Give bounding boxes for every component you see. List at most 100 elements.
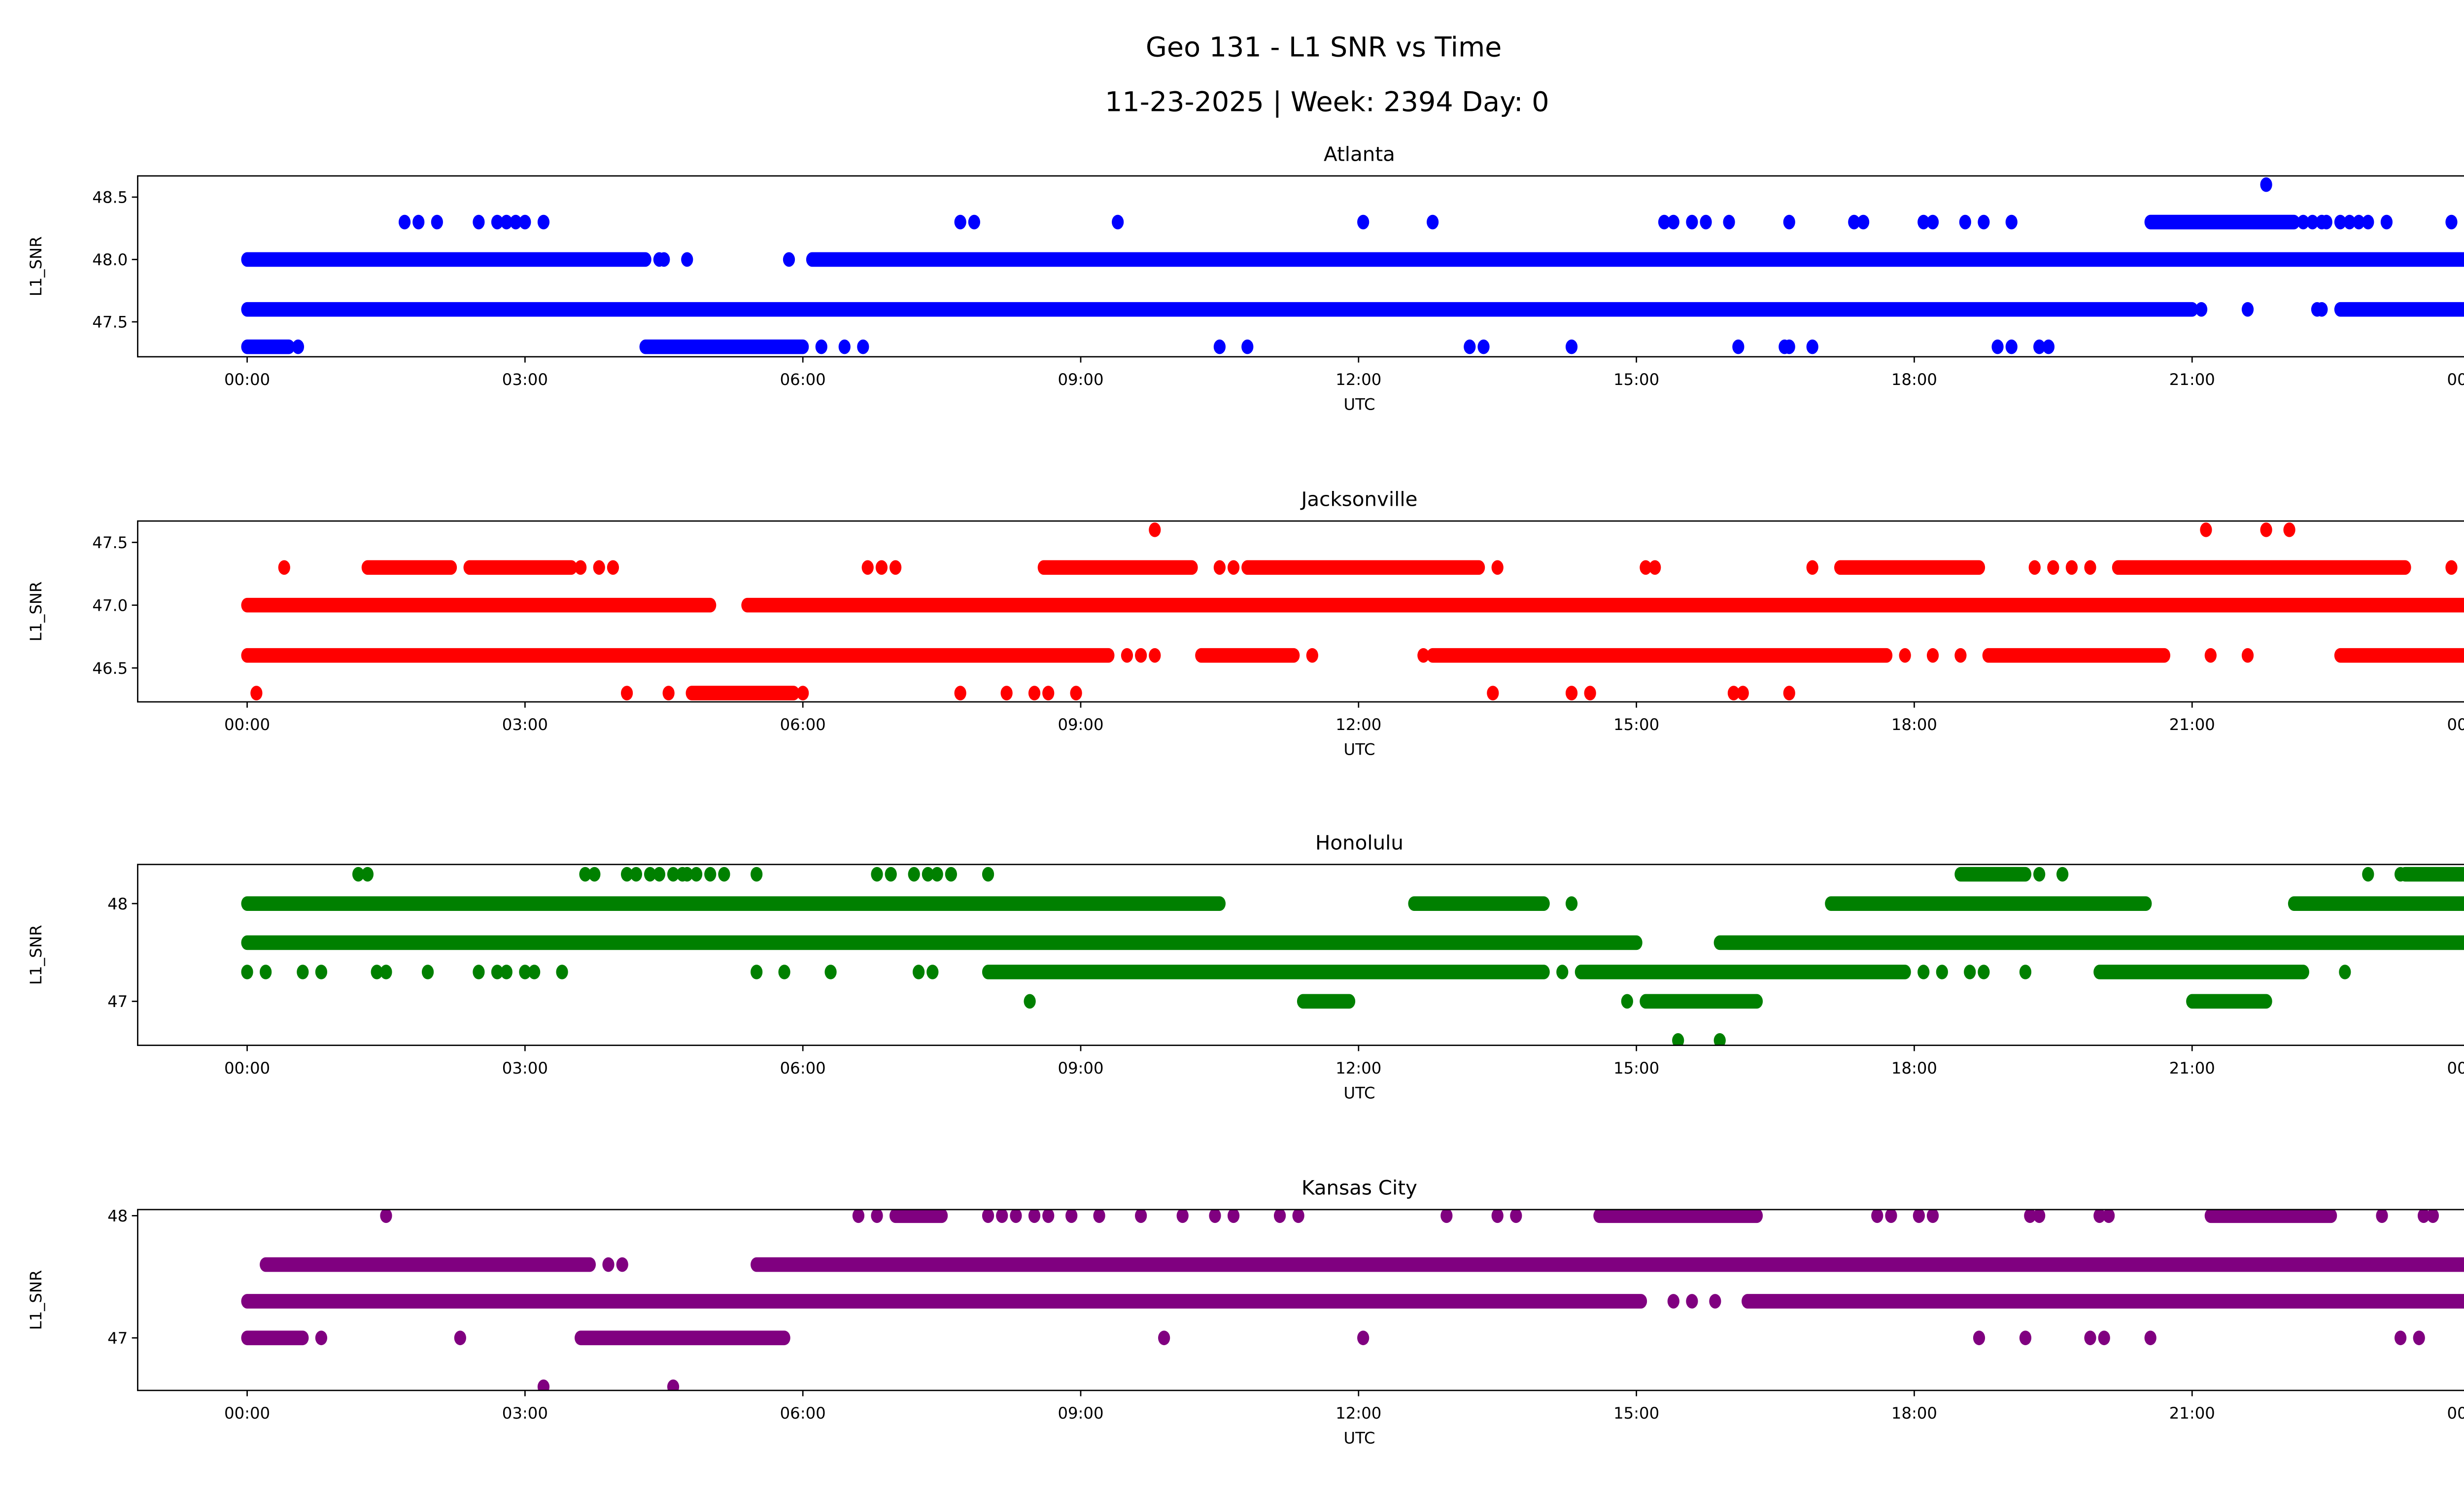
data-point	[1565, 686, 1578, 700]
data-point	[620, 867, 633, 882]
data-point	[2395, 867, 2407, 882]
data-point-run	[2399, 867, 2464, 882]
x-tick-label: 15:00	[1613, 370, 1659, 389]
data-point	[1686, 214, 1698, 230]
data-point	[797, 686, 809, 700]
data-point	[630, 867, 643, 882]
data-point	[1357, 1330, 1369, 1346]
data-point-run	[2112, 560, 2411, 575]
data-point-run	[260, 1257, 596, 1272]
data-point	[1227, 560, 1240, 575]
axes-frame	[137, 520, 2464, 703]
data-point	[1135, 648, 1147, 663]
data-point	[954, 686, 966, 700]
data-point	[421, 965, 434, 979]
data-point	[954, 214, 966, 230]
y-axis-label: L1_SNR	[27, 1270, 45, 1330]
x-tick-label: 18:00	[1891, 370, 1937, 389]
x-tick-label: 09:00	[1058, 370, 1103, 389]
scatter-series	[241, 867, 2464, 1045]
data-point	[380, 1209, 392, 1223]
data-point	[315, 1330, 328, 1346]
data-point	[491, 214, 504, 230]
data-point	[2260, 177, 2272, 192]
data-point-run	[1834, 560, 1985, 575]
x-tick-label: 15:00	[1613, 715, 1659, 734]
y-tick-label: 46.5	[92, 659, 128, 678]
data-point	[537, 1379, 550, 1391]
data-point	[2028, 560, 2041, 575]
data-point-run	[2204, 1209, 2337, 1223]
data-point	[1917, 965, 1930, 979]
data-point-run	[806, 252, 2464, 267]
panel-kansas-city: Kansas City 47 48 00:00 03:00 06:00 09:00 12:00…	[27, 1177, 2464, 1448]
data-point	[519, 214, 531, 230]
x-tick-label: 12:00	[1335, 370, 1381, 389]
data-point	[1658, 214, 1671, 230]
data-point-run	[241, 597, 717, 613]
y-tick-label: 48	[107, 1207, 128, 1225]
data-point	[1213, 339, 1226, 354]
data-point	[885, 867, 897, 882]
data-point-run	[1195, 648, 1300, 663]
figure-subtitle: 11-23-2025 | Week: 2394 Day: 0	[1105, 86, 1549, 118]
data-point-run	[751, 1257, 2464, 1272]
data-point-run	[1954, 867, 2032, 882]
data-point	[431, 214, 443, 230]
data-point-run	[1593, 1209, 1763, 1223]
data-point	[2445, 214, 2458, 230]
data-point	[537, 214, 550, 230]
data-point	[602, 1257, 615, 1272]
data-point	[1959, 214, 1971, 230]
data-point	[2343, 214, 2356, 230]
data-point-run	[241, 1294, 1647, 1309]
data-point	[292, 339, 305, 354]
y-tick-label: 47.0	[92, 596, 128, 615]
data-point-run	[1408, 896, 1550, 911]
data-point	[2005, 339, 2018, 354]
x-tick-label: 03:00	[502, 715, 548, 734]
data-point	[1417, 648, 1430, 663]
data-point-run	[2144, 214, 2300, 230]
x-tick-label: 00:00	[224, 1404, 270, 1423]
data-point	[931, 867, 943, 882]
data-point	[1885, 1209, 1897, 1223]
data-point	[1487, 686, 1499, 700]
data-point	[2093, 1209, 2106, 1223]
data-point	[1176, 1209, 1189, 1223]
data-point-run	[2288, 896, 2464, 911]
data-point	[2033, 339, 2046, 354]
data-point-run	[361, 560, 457, 575]
data-point	[2005, 214, 2018, 230]
data-point	[982, 867, 994, 882]
data-point	[2283, 522, 2295, 537]
data-point	[926, 965, 939, 979]
data-point	[2241, 648, 2254, 663]
data-point	[519, 965, 531, 979]
data-point-run	[982, 965, 1550, 979]
data-point-run	[1427, 648, 1893, 663]
panel-title: Kansas City	[1301, 1177, 1417, 1200]
data-point	[1686, 1294, 1698, 1309]
data-point	[968, 214, 980, 230]
data-point	[2339, 965, 2351, 979]
data-point	[1737, 686, 1749, 700]
data-point	[1978, 214, 1990, 230]
data-point-run	[1297, 994, 1356, 1009]
data-point	[681, 252, 693, 267]
x-tick-label: 09:00	[1058, 715, 1103, 734]
y-tick-label: 47.5	[92, 313, 128, 332]
data-point	[1213, 560, 1226, 575]
data-point	[2047, 560, 2059, 575]
data-point	[278, 560, 290, 575]
data-point	[2445, 560, 2458, 575]
figure-title: Geo 131 - L1 SNR vs Time	[1146, 32, 1502, 64]
y-tick-label: 47	[107, 1329, 128, 1348]
scatter-series	[241, 522, 2464, 700]
y-axis-label: L1_SNR	[27, 925, 45, 985]
data-point	[2065, 560, 2078, 575]
data-point	[1954, 648, 1967, 663]
data-point	[1491, 560, 1504, 575]
data-point	[982, 1209, 994, 1223]
x-tick-label: 06:00	[780, 715, 826, 734]
